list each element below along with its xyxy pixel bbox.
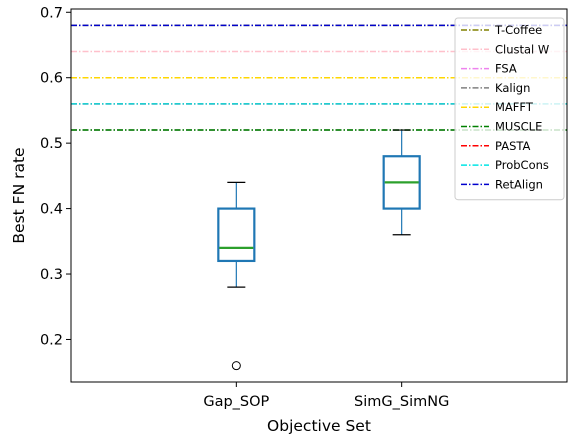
- legend-label: Kalign: [495, 81, 530, 95]
- x-tick-label: SimG_SimNG: [354, 394, 449, 410]
- plot-frame: [70, 8, 568, 383]
- legend-label: Clustal W: [495, 42, 549, 56]
- reference-lines: [71, 24, 567, 131]
- legend-label: PASTA: [495, 139, 530, 153]
- y-tick-label: 0.7: [40, 5, 63, 21]
- x-axis-label: Objective Set: [267, 417, 371, 435]
- legend-label: MAFFT: [495, 100, 534, 114]
- legend-box: [454, 17, 565, 201]
- axes: 0.2 0.3 0.4 0.5 0.6 0.7 Gap_SOP SimG_SimNG: [40, 5, 568, 410]
- outlier-point: [231, 361, 241, 371]
- legend-label: RetAlign: [495, 177, 543, 191]
- y-axis-label: Best FN rate: [10, 147, 28, 243]
- legend-label: T-Coffee: [494, 23, 542, 37]
- y-tick-label: 0.5: [40, 136, 63, 152]
- y-tick-label: 0.6: [40, 71, 63, 87]
- y-tick-label: 0.3: [40, 267, 63, 283]
- box-iqr: [217, 207, 256, 263]
- legend-label: FSA: [495, 62, 517, 76]
- y-tick-label: 0.2: [40, 332, 63, 348]
- box-iqr: [382, 155, 421, 210]
- y-tick-label: 0.4: [40, 202, 63, 218]
- legend-label: ProbCons: [495, 158, 549, 172]
- legend-label: MUSCLE: [495, 120, 542, 134]
- x-tick-label: Gap_SOP: [203, 394, 269, 410]
- box-series: [217, 129, 421, 371]
- legend: T-Coffee Clustal W FSA Kalign MAFFT MUSCLE PAS…: [454, 17, 565, 201]
